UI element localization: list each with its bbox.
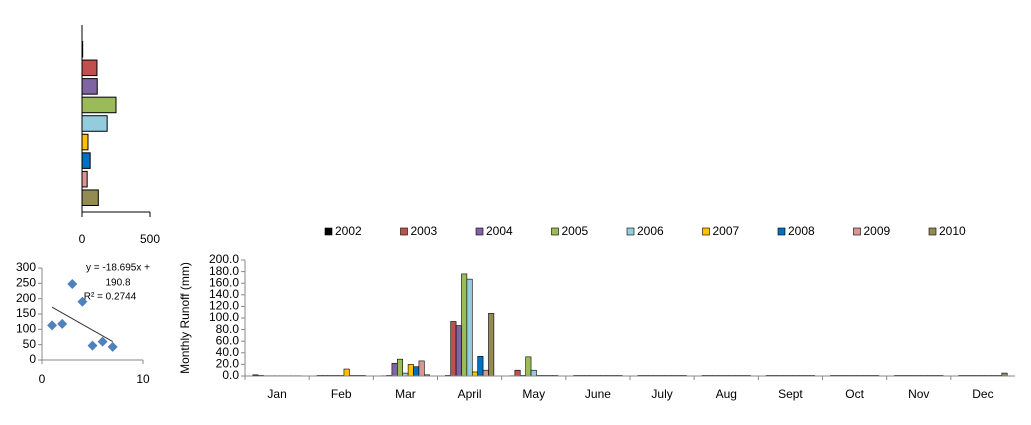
legend-label: 2005	[562, 224, 589, 238]
point	[77, 296, 88, 307]
legend-label: 2004	[486, 224, 513, 238]
y-tick-label: 200	[16, 291, 36, 305]
bar	[81, 189, 99, 206]
x-tick-label: Dec	[972, 387, 993, 401]
bar	[413, 366, 420, 377]
x-tick-label: Oct	[845, 387, 864, 401]
x-tick-label: Nov	[908, 387, 929, 401]
bar	[343, 368, 350, 377]
y-tick-label: 50	[23, 337, 37, 351]
legend-label: 2008	[788, 224, 815, 238]
legend-swatch	[928, 227, 937, 236]
x-tick-label: June	[585, 387, 611, 401]
y-tick-label: 150	[16, 306, 36, 320]
bar	[461, 273, 468, 377]
point	[107, 341, 118, 352]
bar	[81, 96, 117, 114]
point	[97, 336, 108, 347]
y-tick-label: 40.0	[216, 345, 240, 359]
bar	[81, 59, 98, 77]
legend-label: 2006	[637, 224, 664, 238]
legend-swatch	[324, 227, 333, 236]
bar	[455, 325, 462, 377]
y-axis-label: Monthly Runoff (mm)	[178, 262, 192, 374]
x-tick-label: 0	[39, 372, 46, 386]
bar	[418, 360, 425, 377]
bar	[450, 321, 457, 377]
legend-label: 2009	[864, 224, 891, 238]
bar	[397, 358, 404, 377]
x-tick-label: Mar	[395, 387, 416, 401]
legend-swatch	[400, 227, 408, 236]
point	[87, 340, 98, 351]
y-tick-label: 0.0	[222, 368, 239, 382]
trendline-label: 190.8	[105, 278, 130, 289]
bar	[471, 371, 478, 377]
x-tick-label: July	[651, 387, 672, 401]
y-tick-label: 160.0	[209, 275, 239, 289]
y-tick-label: 80.0	[216, 322, 240, 336]
legend-label: 2002	[335, 224, 362, 238]
bar	[477, 355, 484, 377]
point	[57, 318, 68, 329]
x-tick-label: 10	[136, 372, 150, 386]
bar	[525, 356, 532, 377]
bar	[514, 369, 521, 377]
y-tick-label: 180.0	[209, 264, 239, 278]
y-tick-label: 140.0	[209, 287, 239, 301]
legend-label: 2010	[939, 224, 966, 238]
y-tick-label: 60.0	[216, 333, 240, 347]
legend-swatch	[475, 227, 484, 236]
x-tick-label: Aug	[716, 387, 737, 401]
y-tick-label: 250	[16, 276, 36, 290]
x-tick-label: Jan	[267, 387, 286, 401]
x-tick-label: April	[458, 387, 482, 401]
legend-swatch	[853, 227, 861, 236]
y-tick-label: 200.0	[209, 252, 239, 266]
bar	[81, 115, 108, 132]
bar	[81, 133, 89, 151]
x-tick-label: Feb	[331, 387, 352, 401]
y-tick-label: 300	[16, 260, 36, 274]
bar	[391, 362, 398, 377]
y-tick-label: 0	[29, 352, 36, 366]
bar	[488, 313, 495, 377]
y-tick-label: 120.0	[209, 299, 239, 313]
y-tick-label: 100.0	[209, 310, 239, 324]
legend-swatch	[551, 227, 559, 236]
x-tick-label: May	[522, 387, 545, 401]
legend-swatch	[626, 227, 635, 236]
bar	[81, 78, 98, 95]
bar	[81, 170, 88, 188]
bar	[466, 278, 473, 377]
legend-label: 2003	[411, 224, 438, 238]
bar	[482, 369, 489, 377]
trendline-label: y = -18.695x +	[86, 263, 150, 274]
trendline-label: R² = 0.2744	[84, 292, 137, 303]
bar	[530, 369, 537, 377]
bar	[407, 364, 414, 377]
x-tick-label: 500	[140, 232, 160, 246]
x-tick-label: 0	[79, 232, 86, 246]
y-tick-label: 100	[16, 322, 36, 336]
point	[67, 278, 78, 289]
legend-label: 2007	[713, 224, 740, 238]
bar	[81, 152, 91, 169]
trendline	[51, 306, 113, 343]
y-tick-label: 20.0	[216, 357, 240, 371]
point	[47, 320, 58, 331]
legend-swatch	[702, 227, 710, 236]
x-tick-label: Sept	[778, 387, 803, 401]
legend-swatch	[777, 227, 786, 236]
